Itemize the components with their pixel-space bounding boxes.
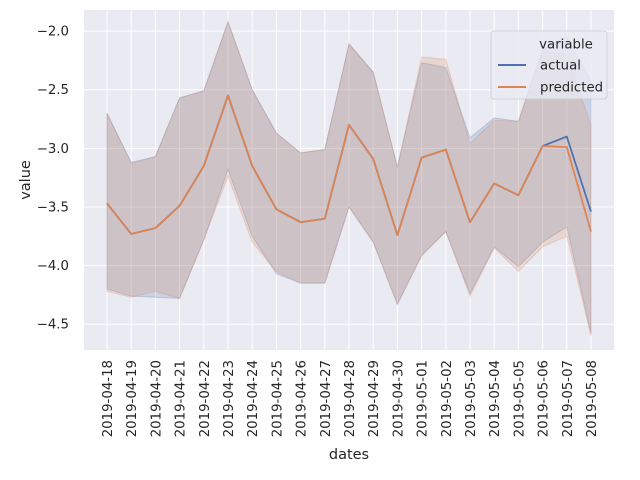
confidence-bands	[106, 20, 592, 337]
y-axis-label: value	[18, 160, 34, 200]
x-tick-label: 2019-04-23	[222, 360, 237, 437]
y-tick-label: −2.0	[37, 25, 69, 40]
x-tick-label: 2019-04-24	[246, 360, 261, 437]
x-tick-label: 2019-04-28	[343, 360, 358, 437]
y-tick-label: −3.5	[37, 200, 69, 215]
x-tick-labels: 2019-04-18 2019-04-19 2019-04-20 2019-04-21…	[101, 360, 600, 437]
x-tick-label: 2019-05-04	[488, 360, 503, 437]
x-tick-label: 2019-05-06	[537, 360, 552, 437]
series-line-predicted	[106, 94, 592, 236]
x-axis-label: dates	[329, 447, 369, 463]
x-tick-label: 2019-04-19	[125, 360, 140, 437]
x-tick-label: 2019-05-02	[440, 360, 455, 437]
y-tick-label: −3.0	[37, 142, 69, 157]
legend-label-actual: actual	[540, 59, 581, 74]
x-tick-label: 2019-05-01	[416, 360, 431, 437]
x-tick-label: 2019-04-22	[198, 360, 213, 437]
x-tick-label: 2019-04-30	[391, 360, 406, 437]
series-lines	[106, 94, 592, 236]
x-tick-label: 2019-05-07	[561, 360, 576, 437]
x-tick-label: 2019-04-20	[149, 360, 164, 437]
x-tick-label: 2019-04-21	[174, 360, 189, 437]
y-tick-label: −4.0	[37, 259, 69, 274]
y-tick-labels: −2.0 −2.5 −3.0 −3.5 −4.0 −4.5	[37, 25, 69, 333]
x-tick-label: 2019-04-25	[270, 360, 285, 437]
x-tick-label: 2019-05-08	[585, 360, 600, 437]
grid	[84, 10, 614, 350]
legend-label-predicted: predicted	[540, 81, 603, 96]
x-tick-label: 2019-05-05	[512, 360, 527, 437]
x-tick-label: 2019-04-26	[295, 360, 310, 437]
ci-band-predicted	[106, 20, 592, 337]
legend-box	[490, 30, 608, 100]
y-tick-label: −4.5	[37, 318, 69, 333]
y-tick-label: −2.5	[37, 83, 69, 98]
ci-band-actual	[106, 20, 592, 334]
x-tick-label: 2019-04-27	[319, 360, 334, 437]
legend: variable actual predicted	[490, 30, 608, 100]
legend-title: variable	[539, 38, 593, 53]
x-tick-label: 2019-04-18	[101, 360, 116, 437]
x-tick-label: 2019-05-03	[464, 360, 479, 437]
x-tick-label: 2019-04-29	[367, 360, 382, 437]
